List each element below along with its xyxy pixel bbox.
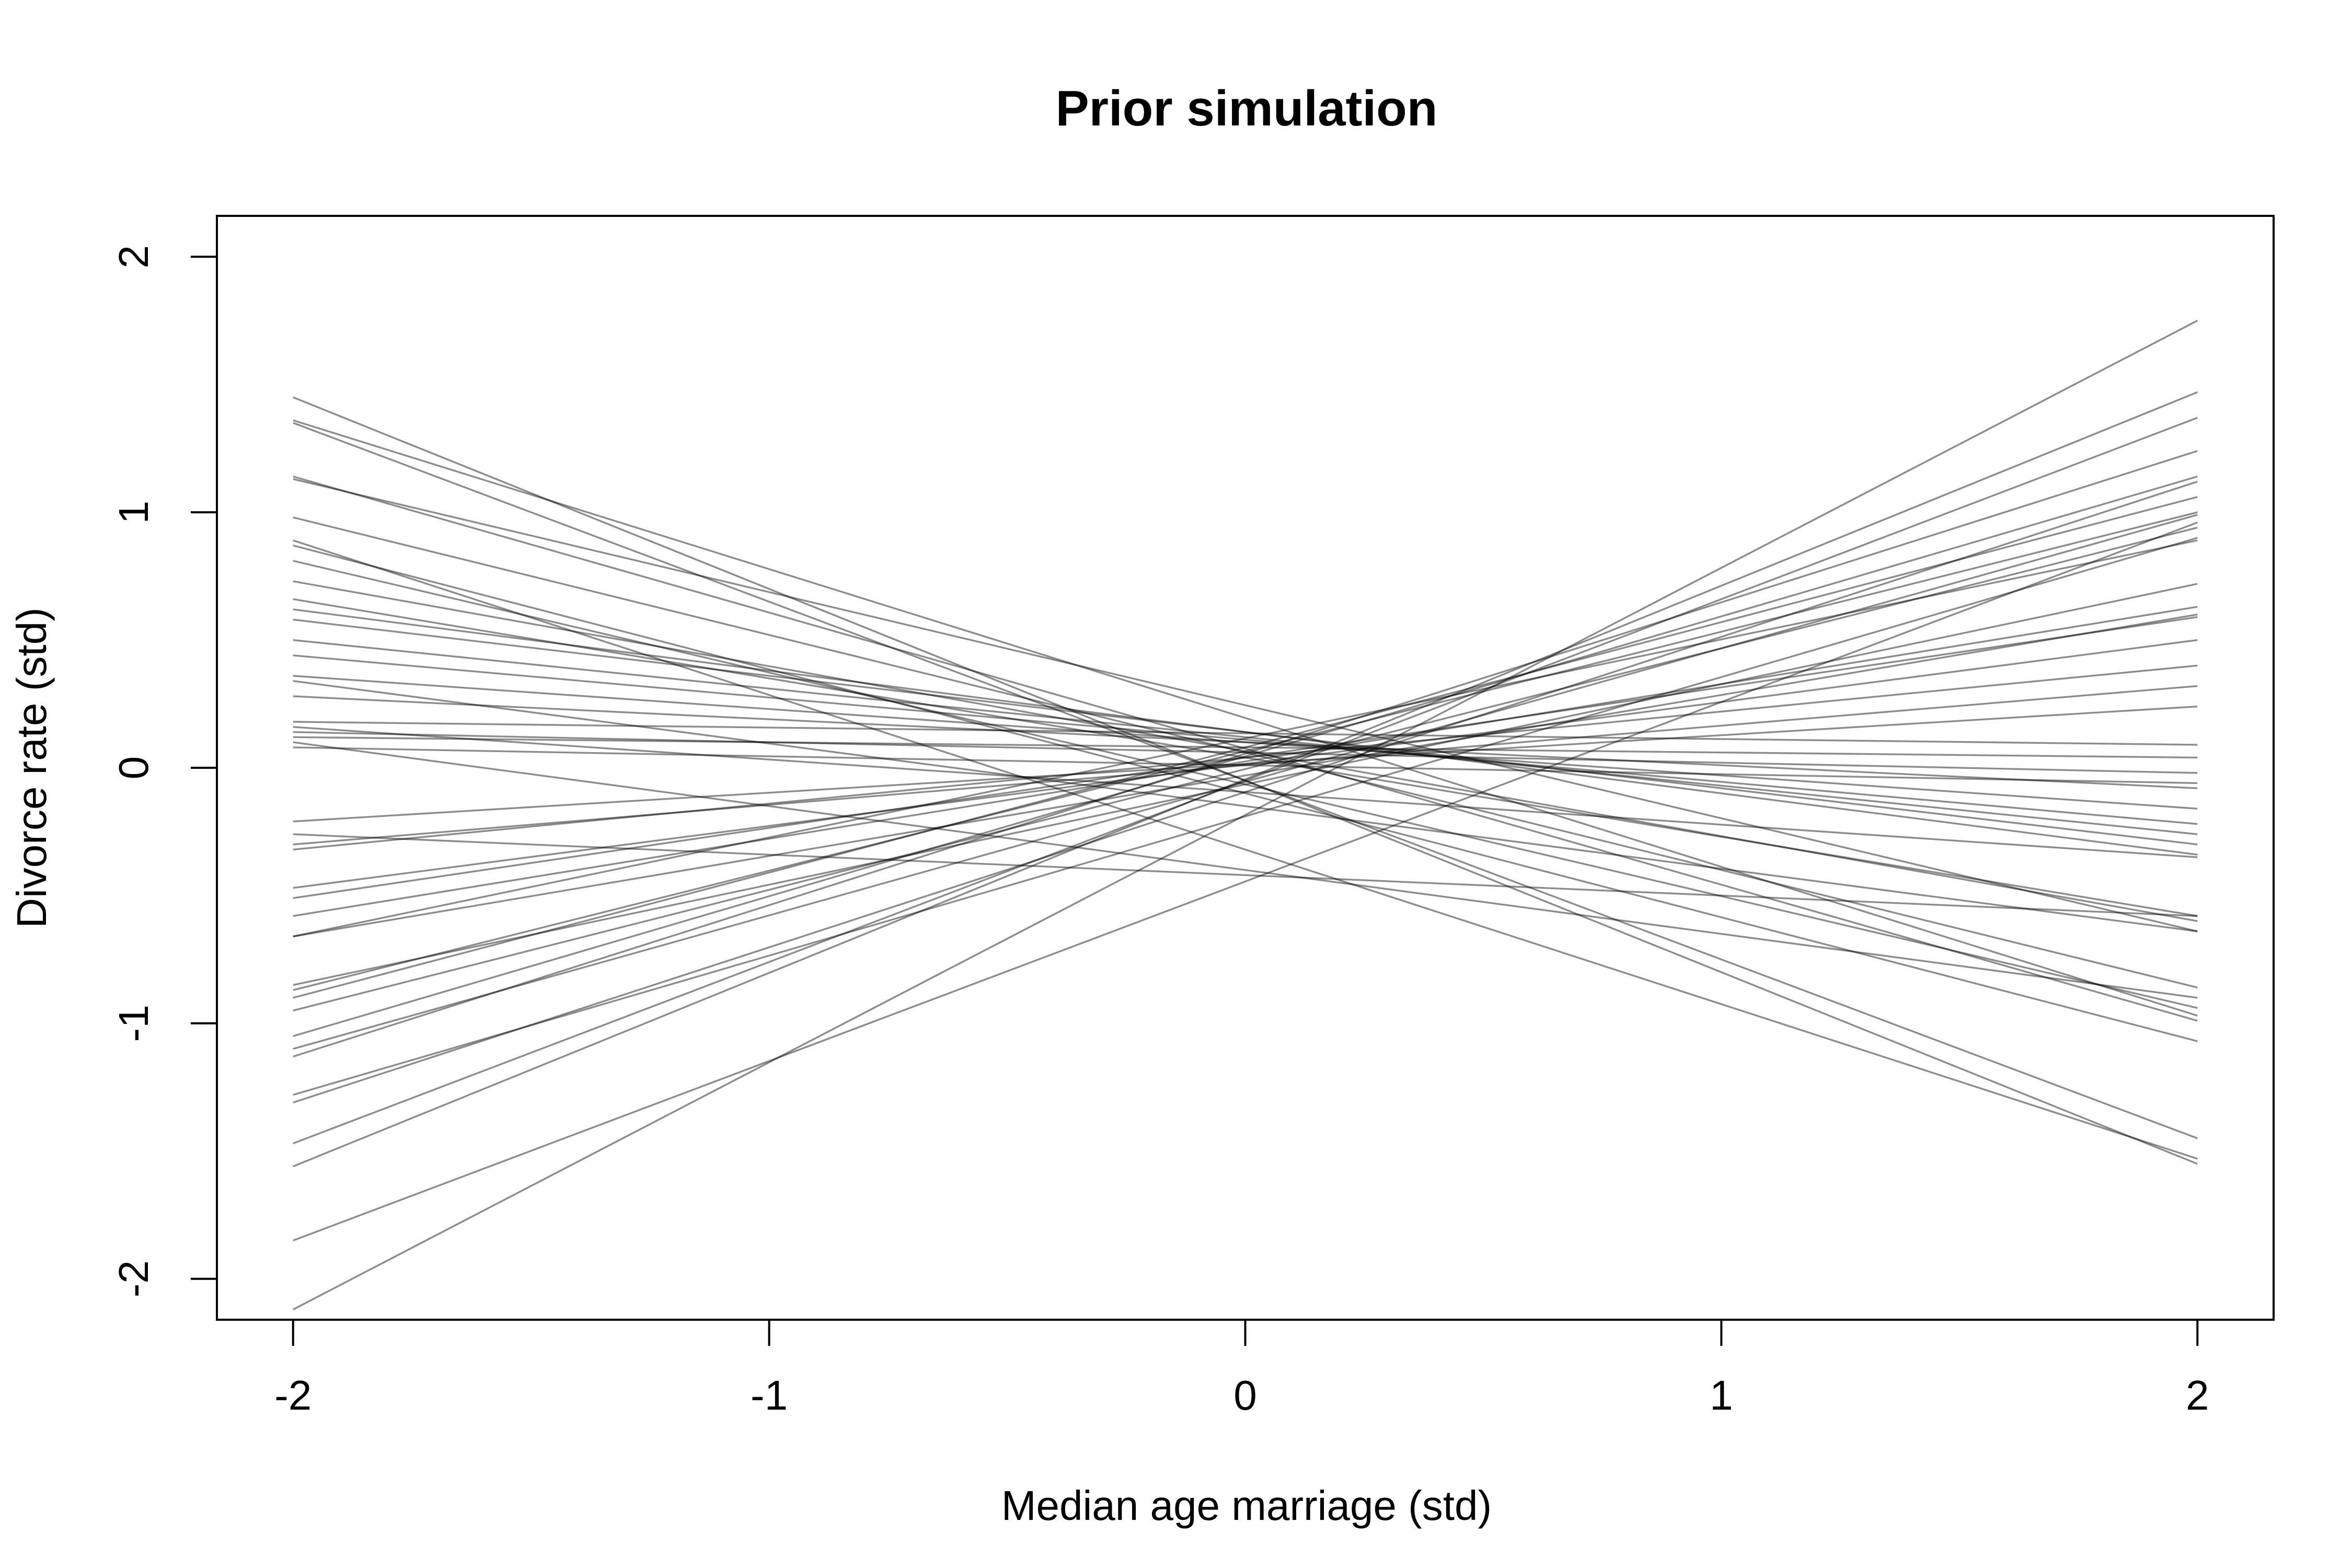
y-axis-label: Divorce rate (std) (8, 607, 55, 928)
prior-line-26 (293, 833, 2198, 917)
prior-line-39 (293, 514, 2198, 1050)
prior-line-21 (293, 731, 2198, 774)
prior-line-46 (292, 319, 2198, 1310)
y-tick-label: 1 (110, 501, 157, 524)
y-axis: -2 -1 0 1 2 (110, 245, 218, 1297)
prior-lines (292, 319, 2198, 1310)
prior-line-42 (293, 480, 2198, 1104)
prior-line-37 (293, 526, 2198, 1012)
prior-line-2 (293, 419, 2198, 1017)
prior-line-8 (293, 545, 2198, 1042)
prior-line-41 (293, 537, 2198, 1096)
prior-line-3 (293, 422, 2198, 1139)
x-axis-label: Median age marriage (std) (1001, 1482, 1492, 1529)
prior-line-16 (293, 675, 2198, 810)
prior-line-43 (293, 417, 2198, 1145)
prior-line-20 (293, 726, 2198, 858)
prior-line-44 (293, 391, 2198, 1168)
prior-line-36 (293, 496, 2198, 999)
x-axis: -2 -1 0 1 2 (274, 1319, 2209, 1419)
prior-line-40 (293, 450, 2198, 1058)
prior-line-12 (293, 608, 2198, 856)
prior-line-10 (293, 580, 2198, 923)
prior-line-25 (293, 705, 2198, 823)
prior-line-14 (293, 639, 2198, 835)
x-tick-label: 2 (2186, 1372, 2209, 1419)
prior-line-13 (293, 618, 2198, 846)
prior-line-4 (293, 476, 2198, 1022)
prior-line-22 (293, 736, 2198, 759)
prior-line-33 (293, 613, 2198, 938)
x-tick-label: -1 (751, 1372, 788, 1419)
y-tick-label: 0 (110, 756, 157, 780)
prior-line-31 (293, 606, 2198, 917)
prior-line-18 (293, 695, 2198, 789)
x-tick-label: -2 (274, 1372, 312, 1419)
prior-line-9 (293, 560, 2198, 1009)
prior-line-30 (293, 616, 2198, 900)
prior-line-23 (293, 741, 2198, 999)
prior-line-27 (293, 685, 2198, 846)
prior-line-7 (293, 539, 2198, 1160)
prior-line-29 (293, 639, 2198, 889)
prior-line-17 (293, 680, 2198, 932)
prior-line-35 (293, 511, 2198, 991)
prior-line-28 (293, 664, 2198, 851)
chart-title: Prior simulation (1056, 80, 1438, 136)
x-tick-label: 0 (1233, 1372, 1257, 1419)
prior-line-34 (293, 583, 2198, 986)
y-tick-label: -1 (110, 1005, 157, 1042)
prior-line-24 (293, 746, 2198, 785)
prior-line-38 (293, 476, 2198, 1037)
prior-line-5 (293, 478, 2198, 932)
prior-line-32 (293, 539, 2198, 938)
prior-line-45 (293, 522, 2198, 1242)
prior-line-1 (293, 396, 2198, 1165)
y-tick-label: -2 (110, 1260, 157, 1297)
x-tick-label: 1 (1710, 1372, 1733, 1419)
prior-line-19 (293, 721, 2198, 746)
prior-line-6 (293, 516, 2198, 989)
prior-line-15 (293, 654, 2198, 825)
prior-line-11 (293, 598, 2198, 917)
y-tick-label: 2 (110, 245, 157, 269)
